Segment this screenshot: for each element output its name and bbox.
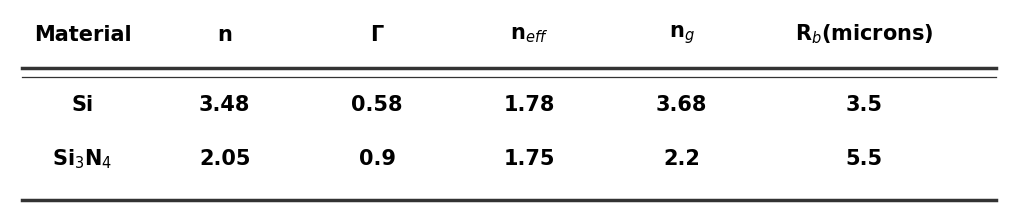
Text: 0.9: 0.9: [358, 149, 396, 169]
Text: 1.75: 1.75: [504, 149, 555, 169]
Text: n: n: [217, 25, 232, 45]
Text: 5.5: 5.5: [846, 149, 883, 169]
Text: Si: Si: [71, 95, 94, 115]
Text: 3.48: 3.48: [200, 95, 250, 115]
Text: R$_{b}$(microns): R$_{b}$(microns): [795, 23, 934, 46]
Text: 2.05: 2.05: [199, 149, 250, 169]
Text: Material: Material: [34, 25, 131, 45]
Text: n$_{g}$: n$_{g}$: [669, 23, 694, 46]
Text: Γ: Γ: [371, 25, 384, 45]
Text: 0.58: 0.58: [351, 95, 403, 115]
Text: n$_{eff}$: n$_{eff}$: [510, 25, 549, 45]
Text: Si$_{3}$N$_{4}$: Si$_{3}$N$_{4}$: [52, 147, 113, 171]
Text: 2.2: 2.2: [663, 149, 700, 169]
Text: 3.68: 3.68: [656, 95, 708, 115]
Text: 1.78: 1.78: [504, 95, 555, 115]
Text: 3.5: 3.5: [846, 95, 883, 115]
